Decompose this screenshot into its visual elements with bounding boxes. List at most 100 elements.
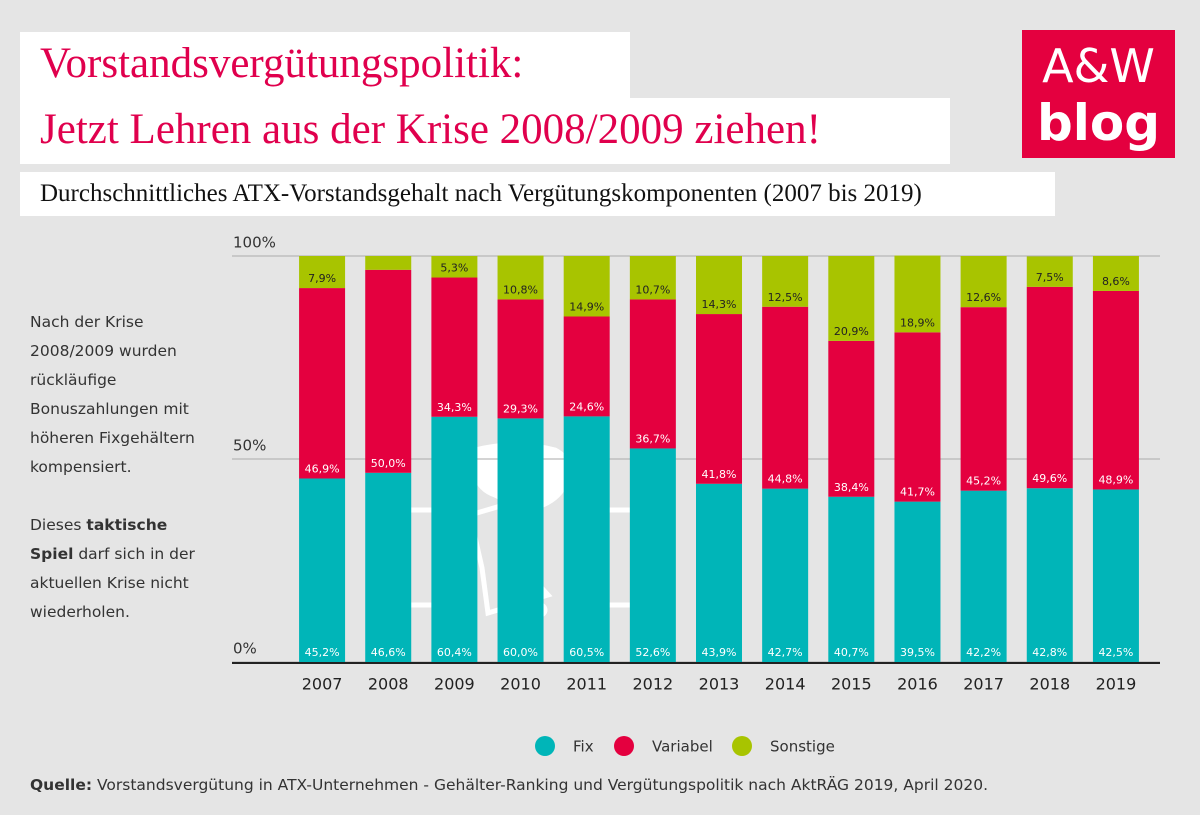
- value-label: 39,5%: [900, 646, 935, 659]
- value-label: 7,9%: [308, 272, 336, 285]
- bar-segment: [497, 418, 544, 662]
- value-label: 60,4%: [437, 646, 472, 659]
- bar-segment: [629, 299, 676, 449]
- x-tick-label: 2009: [434, 675, 475, 694]
- subtitle: Durchschnittliches ATX-Vorstandsgehalt n…: [20, 172, 1055, 216]
- bar-segment: [299, 256, 346, 289]
- value-label: 52,6%: [635, 646, 670, 659]
- logo-text: blog: [1036, 94, 1161, 152]
- source: Quelle: Vorstandsvergütung in ATX-Untern…: [30, 776, 988, 794]
- y-tick-label: 0%: [233, 640, 257, 658]
- bar-segment: [629, 256, 676, 300]
- bar-segment: [365, 472, 412, 662]
- value-label: 18,9%: [900, 316, 935, 329]
- x-tick-label: 2014: [765, 675, 806, 694]
- value-label: 14,3%: [702, 298, 737, 311]
- bar-segment: [365, 256, 412, 270]
- bar-segment: [629, 448, 676, 662]
- value-label: 10,7%: [635, 283, 670, 296]
- value-label: 29,3%: [503, 402, 538, 415]
- value-label: 60,0%: [503, 646, 538, 659]
- value-label: 42,2%: [966, 646, 1001, 659]
- logo: A&W blog: [1022, 30, 1175, 158]
- bar-segment: [1026, 488, 1073, 662]
- title-line: Jetzt Lehren aus der Krise 2008/2009 zie…: [20, 98, 950, 164]
- bar-segment: [1092, 256, 1139, 291]
- value-label: 43,9%: [702, 646, 737, 659]
- title-line: Vorstandsvergütungspolitik:: [20, 32, 630, 98]
- value-label: 40,7%: [834, 646, 869, 659]
- bar-segment: [497, 299, 544, 419]
- x-tick-label: 2010: [500, 675, 541, 694]
- value-label: 42,8%: [1032, 646, 1067, 659]
- x-tick-label: 2017: [963, 675, 1004, 694]
- x-tick-label: 2013: [699, 675, 740, 694]
- bar-segment: [1092, 489, 1139, 662]
- x-tick-label: 2015: [831, 675, 872, 694]
- bar-segment: [960, 307, 1007, 491]
- bar-segment: [762, 256, 809, 307]
- x-tick-label: 2018: [1029, 675, 1070, 694]
- bar-segment: [762, 488, 809, 662]
- legend-swatch: [732, 736, 752, 756]
- value-label: 38,4%: [834, 481, 869, 494]
- value-label: 42,7%: [768, 646, 803, 659]
- value-label: 8,6%: [1102, 275, 1130, 288]
- value-label: 42,5%: [1098, 646, 1133, 659]
- legend-label: Variabel: [652, 738, 713, 756]
- value-label: 14,9%: [569, 300, 604, 313]
- value-label: 41,8%: [702, 468, 737, 481]
- bar-segment: [563, 416, 610, 662]
- legend-label: Fix: [573, 738, 594, 756]
- value-label: 12,6%: [966, 291, 1001, 304]
- bar-segment: [696, 314, 742, 484]
- bar-segment: [762, 306, 809, 489]
- bar-segment: [1092, 290, 1139, 490]
- value-label: 46,9%: [305, 462, 340, 475]
- value-label: 7,5%: [1036, 271, 1064, 284]
- sidebar: Nach der Krise 2008/2009 wurden rückläuf…: [30, 308, 215, 656]
- value-label: 34,3%: [437, 401, 472, 414]
- value-label: 45,2%: [966, 475, 1001, 488]
- bar-segment: [828, 256, 875, 341]
- text: Dieses: [30, 516, 82, 534]
- paragraph: Dieses taktische Spiel darf sich in der …: [30, 511, 215, 627]
- bar-segment: [894, 501, 941, 662]
- bar-segment: [431, 256, 478, 278]
- x-tick-label: 2007: [302, 675, 343, 694]
- bar-segment: [431, 277, 478, 417]
- logo-text: A&W: [1042, 39, 1155, 93]
- value-label: 41,7%: [900, 486, 935, 499]
- bar-segment: [563, 256, 610, 317]
- bar-segment: [894, 332, 941, 502]
- value-label: 45,2%: [305, 646, 340, 659]
- bar-segment: [696, 256, 742, 315]
- source-label: Quelle:: [30, 776, 93, 794]
- x-tick-label: 2016: [897, 675, 938, 694]
- value-label: 20,9%: [834, 325, 869, 338]
- bar-segment: [828, 496, 875, 662]
- value-label: 49,6%: [1032, 472, 1067, 485]
- bar-segment: [299, 478, 346, 662]
- value-label: 36,7%: [635, 432, 670, 445]
- value-label: 50,0%: [371, 457, 406, 470]
- paragraph: Nach der Krise 2008/2009 wurden rückläuf…: [30, 313, 195, 476]
- bar-segment: [299, 288, 346, 479]
- x-tick-label: 2008: [368, 675, 409, 694]
- bar-segment: [960, 490, 1007, 662]
- bar-segment: [365, 269, 412, 473]
- bar-segment: [960, 256, 1007, 308]
- bar-segment: [696, 483, 742, 662]
- value-label: 46,6%: [371, 646, 406, 659]
- value-label: 24,6%: [569, 400, 604, 413]
- value-label: 5,3%: [440, 262, 468, 275]
- bar-segment: [1026, 286, 1073, 489]
- value-label: 44,8%: [768, 473, 803, 486]
- y-tick-label: 50%: [233, 437, 266, 455]
- value-label: 60,5%: [569, 646, 604, 659]
- text: darf sich in der aktuellen Krise nicht w…: [30, 545, 195, 621]
- value-label: 10,8%: [503, 283, 538, 296]
- legend-swatch: [535, 736, 555, 756]
